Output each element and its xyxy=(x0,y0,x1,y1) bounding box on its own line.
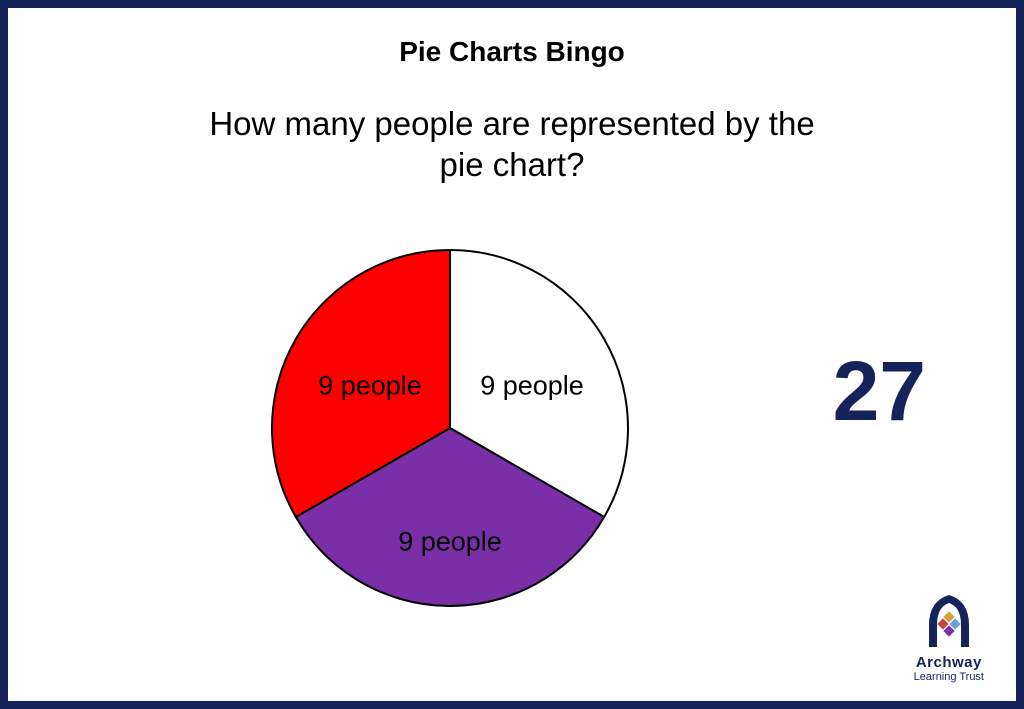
footer-logo: Archway Learning Trust xyxy=(914,593,984,683)
logo-line1: Archway xyxy=(914,654,984,671)
logo-line2: Learning Trust xyxy=(914,671,984,683)
answer-number: 27 xyxy=(833,343,926,440)
slide-title: Pie Charts Bingo xyxy=(8,36,1016,68)
pie-chart: 9 people 9 people 9 people xyxy=(270,248,630,608)
pie-slice-label: 9 people xyxy=(398,527,502,558)
pie-slice-label: 9 people xyxy=(318,371,422,402)
archway-icon xyxy=(919,593,979,649)
slide-question: How many people are represented by the p… xyxy=(8,103,1016,186)
slide-frame: Pie Charts Bingo How many people are rep… xyxy=(0,0,1024,709)
pie-slice-label: 9 people xyxy=(480,371,584,402)
